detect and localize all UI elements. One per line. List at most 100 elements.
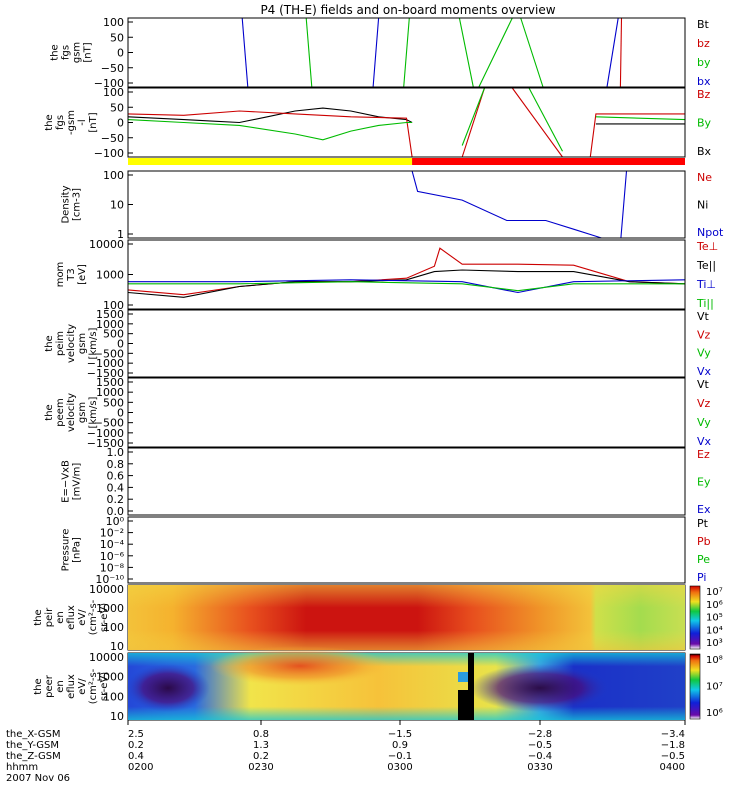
- ytick-label: −50: [101, 132, 124, 145]
- ylabel-peem-velocity: the peem velocity gsm [km/s]: [44, 393, 99, 432]
- peir-spectrogram: [128, 585, 685, 650]
- legend-entry: Ne: [697, 171, 712, 184]
- ylabel-line: eV/: [77, 609, 88, 626]
- ytick-label: 0.2: [107, 493, 125, 506]
- legend-entry: Bt: [697, 18, 710, 31]
- series-line-fgs-gsm-Bz-4: [511, 87, 563, 158]
- legend-entry: Vt: [697, 310, 710, 323]
- panel-frame-peim-velocity: [127, 309, 686, 378]
- colorbar-tick-label: 10³: [706, 638, 723, 649]
- ylabel-line: peer: [44, 674, 55, 698]
- ylabel-line: [mV/m]: [72, 463, 83, 501]
- panel-temperature: 10000 1000 100 mom T3 [eV] Te⊥ Te|| Ti⊥ Ti||: [55, 238, 718, 312]
- orbit-value: 2.5: [128, 729, 144, 740]
- ylabel-line: the: [44, 404, 55, 420]
- ytick-label: 100: [103, 621, 124, 634]
- series-line-fgs-bx-0: [241, 17, 249, 88]
- ylabel-line: sr-eV): [99, 672, 110, 701]
- ylabel-line: [nT]: [88, 112, 99, 132]
- orbit-row-label: the_Z-GSM: [6, 751, 61, 762]
- ylabel-line: velocity: [66, 324, 77, 363]
- ylabel-line: [nPa]: [72, 537, 83, 563]
- series-line-fgs-by-6: [478, 17, 513, 88]
- series-line-fgs-by-7: [520, 17, 544, 88]
- ytick-label: −500: [94, 417, 124, 430]
- ytick-label: 1500: [96, 376, 124, 389]
- ylabel-pressure: Pressure [nPa]: [61, 529, 83, 572]
- legend-entry: Te||: [696, 259, 716, 272]
- orbit-value: 1.3: [253, 740, 269, 751]
- ylabel-peir-spectrogram: the peir en eflux eV/(cm²-s-sr-eV): [33, 599, 110, 635]
- orbit-date: 2007 Nov 06: [6, 773, 70, 784]
- peer-spectrogram-hot: [210, 646, 390, 686]
- orbit-value: 0300: [387, 762, 412, 773]
- ytick-label: 0.8: [107, 458, 125, 471]
- legend-entry: Te⊥: [696, 240, 718, 253]
- panel-frame-temperature: [127, 239, 686, 310]
- ytick-label: 0: [117, 117, 124, 130]
- legend-entry: Ey: [697, 476, 711, 489]
- legend-entry: Vy: [697, 347, 711, 360]
- legend-entry: Pt: [697, 517, 709, 530]
- ylabel-line: [eV]: [77, 264, 88, 285]
- ytick-label: 10: [110, 199, 124, 212]
- ytick-label: 10000: [89, 651, 124, 664]
- ylabel-line: eV/: [77, 678, 88, 695]
- legend-entry: Ti||: [696, 297, 714, 310]
- legend-entry: Vz: [697, 328, 711, 341]
- ylabel-line: gsm: [77, 402, 88, 423]
- ylabel-line: [nT]: [83, 42, 94, 62]
- ytick-label: −1000: [87, 357, 124, 370]
- ylabel-line: fgs: [55, 115, 66, 130]
- ytick-label: −500: [94, 347, 124, 360]
- orbit-value: 0230: [248, 762, 273, 773]
- ylabel-line: [km/s]: [88, 327, 99, 359]
- ylabel-line: [km/s]: [88, 396, 99, 428]
- ylabel-line: the: [44, 335, 55, 351]
- ytick-label: 1000: [96, 386, 124, 399]
- ylabel-line: (cm²-s-: [88, 599, 99, 635]
- ytick-label: 10⁻⁶: [100, 550, 125, 563]
- ytick-label: 0: [117, 338, 124, 351]
- legend-entry: Bx: [697, 145, 712, 158]
- orbit-value: −0.4: [528, 751, 552, 762]
- panel-frame-peem-velocity: [127, 377, 686, 448]
- ytick-label: 10: [110, 640, 124, 653]
- ytick-label: 100: [103, 690, 124, 703]
- mode-bar-fast-survey: [412, 158, 685, 165]
- legend-entry: bx: [697, 75, 711, 88]
- legend-entry: Ti⊥: [696, 278, 716, 291]
- ylabel-line: E=−VxB: [61, 460, 72, 503]
- ytick-label: −1000: [87, 427, 124, 440]
- ylabel-line: peim: [55, 331, 66, 356]
- panel-frame-density: [127, 170, 686, 239]
- ytick-label: 0: [117, 47, 124, 60]
- panel-fgs: 100 50 0 −50 −100 the fgs gsm [nT] Bt bz by bx: [50, 16, 711, 90]
- panel-density: 100 10 1 Density [cm-3] Ne Ni Npot: [61, 169, 724, 241]
- legend-entry: Bz: [697, 88, 711, 101]
- ylabel-line: the: [50, 44, 61, 60]
- legend-entry: Vy: [697, 416, 711, 429]
- ytick-label: 500: [103, 328, 124, 341]
- ylabel-line: gsm: [72, 42, 83, 63]
- orbit-value: −0.1: [388, 751, 412, 762]
- legend-entry: Ex: [697, 503, 711, 516]
- ylabel-line: Density: [61, 185, 72, 223]
- colorbar-tick-label: 10⁶: [706, 708, 723, 719]
- series-line-temperature-Ti-3: [128, 281, 685, 292]
- ylabel-line: the: [44, 114, 55, 130]
- ylabel-temperature: mom T3 [eV]: [55, 262, 88, 288]
- ylabel-line: [cm-3]: [72, 188, 83, 221]
- legend-entry: by: [697, 56, 711, 69]
- legend-entry: By: [697, 117, 712, 130]
- ytick-label: 10⁻⁴: [100, 538, 125, 551]
- panel-frame-e-field: [127, 447, 686, 516]
- peer-spectrogram-patch: [458, 672, 468, 682]
- ytick-label: −50: [101, 62, 124, 75]
- series-line-fgs-gsm-Bz-3: [461, 87, 486, 158]
